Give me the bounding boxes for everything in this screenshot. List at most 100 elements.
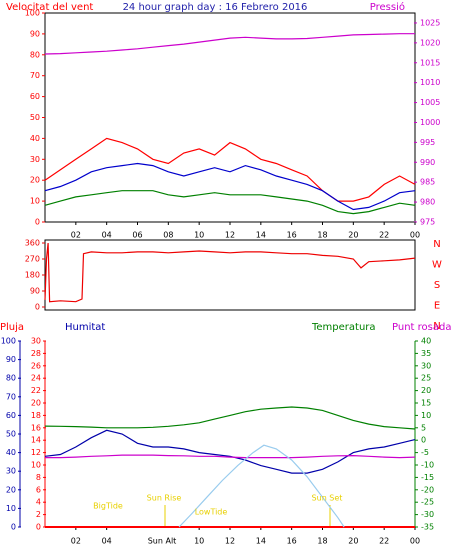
y-tick-label: 10 — [6, 504, 16, 513]
y-tick-label: 10 — [30, 197, 40, 206]
x-tick-label: 14 — [256, 537, 266, 544]
y-tick-label: 80 — [6, 374, 16, 383]
y-tick-label: 20 — [6, 485, 16, 494]
legend-label: Sun Alt — [148, 537, 177, 544]
y-tick-label: -15 — [421, 473, 434, 482]
y-tick-label: 35 — [421, 349, 431, 358]
x-tick-label: 14 — [256, 231, 266, 240]
legend-label: Humitat — [65, 322, 105, 333]
y-tick-label: 4 — [36, 498, 41, 507]
y-tick-label: 80 — [30, 50, 40, 59]
y-tick-label: 50 — [6, 430, 16, 439]
y-tick-label: 10 — [421, 411, 431, 420]
y-tick-label: 270 — [25, 255, 40, 264]
y-tick-label: 1025 — [420, 18, 440, 27]
y-tick-label: 60 — [6, 411, 16, 420]
x-tick-label: 00 — [410, 231, 420, 240]
y-tick-label: 1020 — [420, 38, 440, 47]
x-tick-label: 08 — [163, 231, 173, 240]
y-tick-label: 2 — [36, 510, 41, 519]
chart-title: 24 hour graph day : 16 Febrero 2016 — [123, 2, 308, 13]
y-tick-label: 995 — [420, 138, 435, 147]
y-tick-label: -30 — [421, 510, 434, 519]
y-tick-label: 8 — [36, 473, 41, 482]
y-tick-label: 1005 — [420, 98, 440, 107]
annotation: Sun Rise — [147, 494, 182, 503]
y-tick-label: 180 — [25, 271, 40, 280]
y-tick-label: 980 — [420, 198, 435, 207]
x-tick-label: 10 — [194, 231, 204, 240]
y-tick-label: 90 — [30, 29, 40, 38]
y-tick-label: 40 — [6, 448, 16, 457]
series-line — [178, 444, 345, 528]
y-tick-label: 975 — [420, 218, 435, 227]
y-tick-label: 50 — [30, 113, 40, 122]
legend-label: Pressió — [370, 1, 405, 13]
legend-label: Temperatura — [311, 322, 376, 333]
series-line — [44, 406, 416, 430]
y-tick-label: 1000 — [420, 118, 440, 127]
x-tick-label: 02 — [71, 537, 81, 544]
y-tick-label: -25 — [421, 498, 434, 507]
x-tick-label: 16 — [287, 537, 297, 544]
x-tick-label: 04 — [102, 537, 112, 544]
x-tick-label: 20 — [348, 231, 358, 240]
series-line — [44, 429, 416, 474]
y-tick-label: 10 — [31, 461, 41, 470]
y-tick-label: 20 — [30, 176, 40, 185]
y-tick-label: 20 — [421, 386, 431, 395]
y-tick-label: 18 — [31, 411, 41, 420]
compass-label: S — [434, 280, 440, 291]
y-tick-label: -10 — [421, 461, 434, 470]
compass-label: W — [432, 260, 442, 271]
y-tick-label: 1015 — [420, 58, 440, 67]
x-tick-label: 10 — [194, 537, 204, 544]
y-tick-label: 100 — [25, 9, 40, 18]
y-tick-label: 24 — [31, 374, 41, 383]
x-tick-label: 18 — [317, 537, 327, 544]
series-line — [44, 137, 416, 202]
y-tick-label: 360 — [25, 239, 40, 248]
y-tick-label: 90 — [30, 287, 40, 296]
y-tick-label: 20 — [31, 399, 41, 408]
annotation: LowTide — [195, 508, 228, 517]
y-tick-label: 30 — [30, 155, 40, 164]
y-tick-label: 990 — [420, 158, 435, 167]
y-tick-label: 70 — [30, 71, 40, 80]
y-tick-label: 0 — [35, 303, 40, 312]
series-line — [44, 33, 415, 55]
y-tick-label: 22 — [31, 386, 41, 395]
legend-label: Velocitat del vent — [6, 2, 93, 13]
annotation: BigTide — [93, 502, 123, 511]
compass-label: E — [434, 301, 440, 312]
y-tick-label: -20 — [421, 485, 434, 494]
y-tick-label: 14 — [31, 436, 41, 445]
y-tick-label: 16 — [31, 423, 41, 432]
y-tick-label: 12 — [31, 448, 41, 457]
y-tick-label: 90 — [6, 355, 16, 364]
y-tick-label: 40 — [30, 134, 40, 143]
y-tick-label: 30 — [6, 467, 16, 476]
legend-label: Pluja — [0, 322, 24, 333]
x-tick-label: 04 — [102, 231, 112, 240]
y-tick-label: 40 — [421, 337, 431, 346]
y-tick-label: 5 — [421, 423, 426, 432]
y-tick-label: 26 — [31, 361, 41, 370]
y-tick-label: 28 — [31, 349, 41, 358]
series-line — [44, 162, 416, 211]
x-tick-label: 22 — [379, 231, 389, 240]
y-tick-label: 15 — [421, 399, 431, 408]
y-tick-label: 0 — [35, 218, 40, 227]
y-tick-label: 25 — [421, 374, 431, 383]
y-tick-label: 70 — [6, 392, 16, 401]
x-tick-label: 00 — [410, 537, 420, 544]
x-tick-label: 06 — [132, 231, 142, 240]
y-tick-label: 60 — [30, 92, 40, 101]
y-tick-label: 0 — [11, 523, 16, 532]
x-tick-label: 22 — [379, 537, 389, 544]
compass-label: N — [433, 321, 440, 332]
x-tick-label: 16 — [287, 231, 297, 240]
